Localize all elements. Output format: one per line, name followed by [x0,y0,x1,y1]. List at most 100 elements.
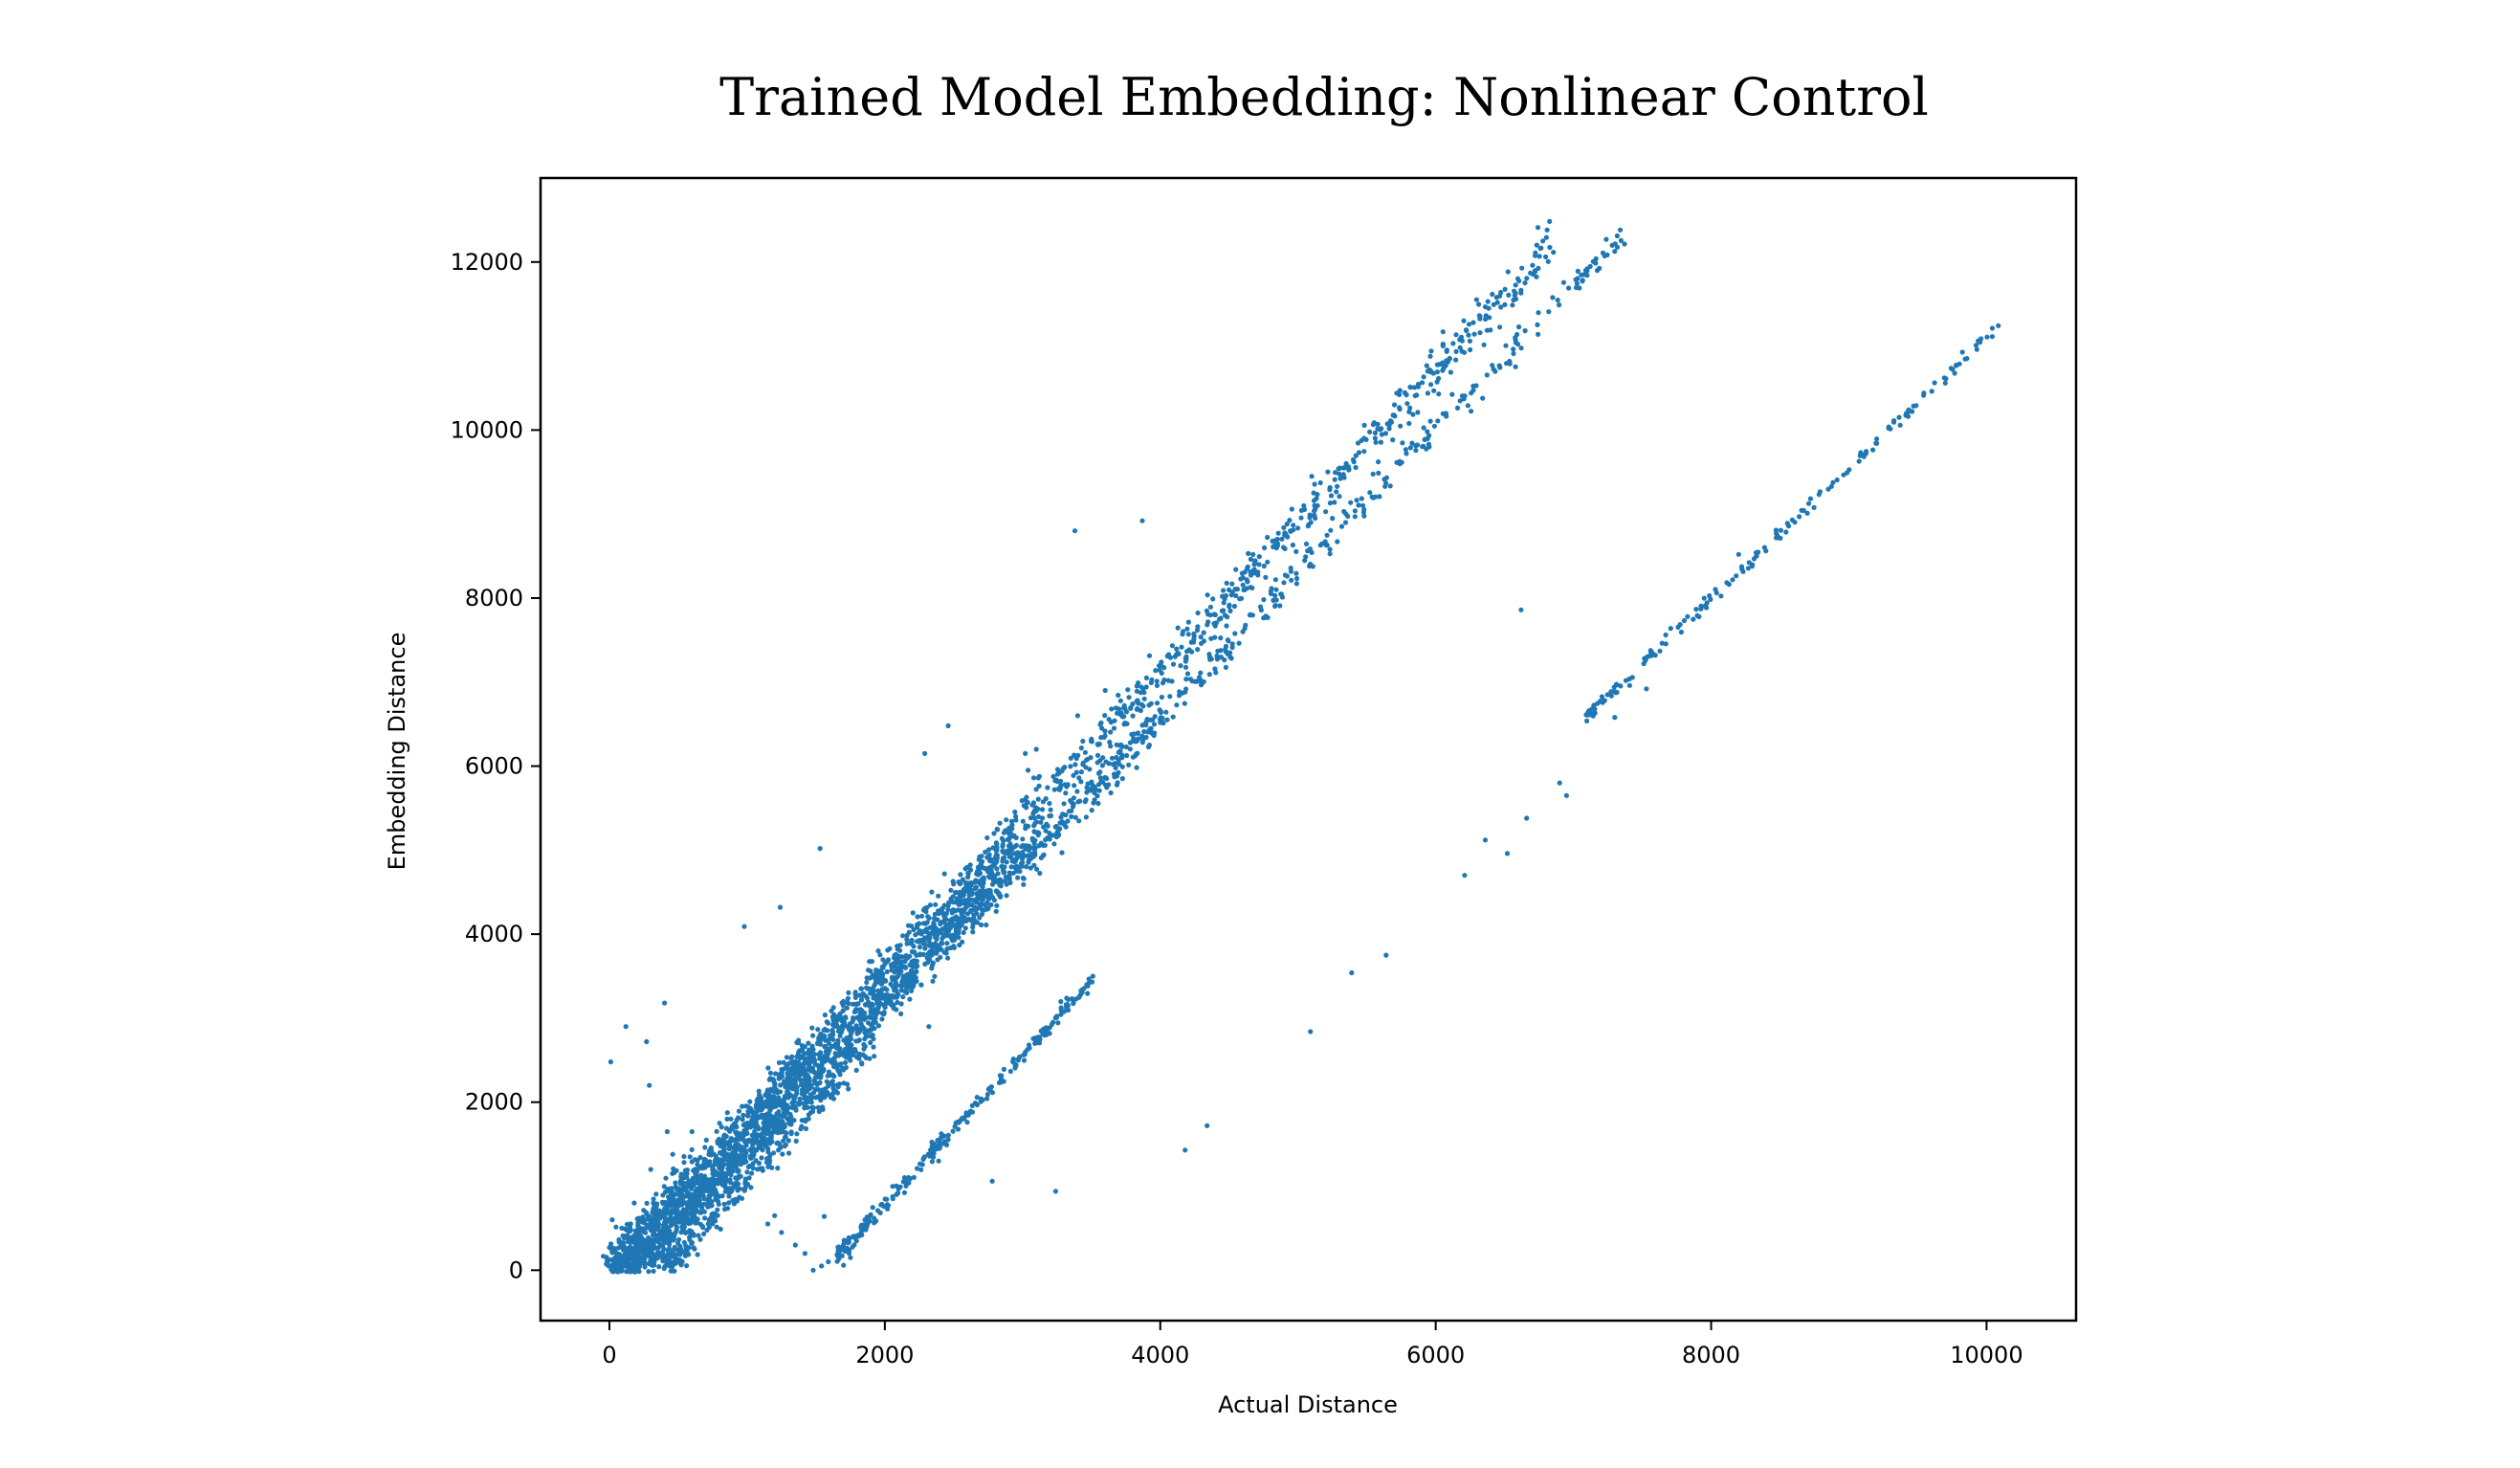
data-point-4371 [648,1167,653,1172]
data-point-769 [1072,783,1077,789]
data-point-3806 [722,1206,728,1212]
data-point-4368 [689,1128,695,1135]
data-point-607 [1198,634,1204,640]
data-point-4125 [902,1179,909,1185]
data-point-601 [1246,550,1251,557]
data-point-2499 [1335,539,1340,545]
data-point-3801 [871,1044,876,1050]
data-point-680 [1107,739,1113,745]
data-point-4091 [978,1096,984,1101]
data-point-2755 [1282,572,1288,578]
data-point-1034 [1080,738,1086,745]
data-point-941 [1261,563,1267,569]
data-point-3390 [953,914,959,920]
data-point-3805 [691,1232,696,1237]
data-point-2467 [1223,643,1229,649]
data-point-456 [936,893,941,899]
data-point-68 [1398,423,1404,429]
data-point-3491 [962,915,967,921]
data-point-3520 [952,923,958,928]
data-point-2289 [862,1002,869,1008]
data-point-4035 [1032,1040,1038,1046]
data-point-635 [1373,439,1379,445]
data-point-1562 [852,991,858,997]
data-point-1962 [673,1180,678,1186]
data-point-4105 [1036,1040,1043,1046]
data-point-376 [1170,661,1177,667]
data-point-3151 [1031,829,1038,835]
data-point-414 [1543,254,1549,259]
data-point-3779 [685,1219,691,1226]
data-point-2947 [1232,631,1238,636]
data-point-984 [779,1069,785,1076]
data-point-4193 [1623,678,1629,683]
data-point-576 [1008,818,1015,824]
data-point-2328 [994,826,1000,833]
data-point-2564 [895,990,900,996]
data-point-3376 [1023,853,1028,858]
data-point-1908 [753,1111,759,1117]
data-point-3983 [850,1244,855,1250]
data-point-770 [1109,706,1115,712]
data-point-2331 [829,1014,836,1020]
data-point-48 [1498,304,1504,310]
data-point-2357 [650,1210,655,1215]
data-point-4132 [835,1248,841,1254]
data-point-3592 [1021,876,1027,881]
data-point-4358 [848,1255,853,1260]
data-point-1615 [953,890,959,896]
data-point-1929 [877,952,883,958]
data-point-3005 [956,930,962,936]
data-point-2590 [1229,641,1235,647]
data-point-2403 [684,1184,690,1190]
data-point-475 [1035,813,1042,820]
data-point-4093 [1061,1009,1067,1014]
data-point-1986 [669,1208,674,1213]
data-point-2954 [1573,284,1580,291]
data-point-1019 [1305,523,1311,529]
data-point-2399 [606,1257,611,1263]
data-point-1071 [1245,579,1250,585]
data-point-60 [1078,745,1084,751]
data-point-3948 [965,1112,971,1118]
data-point-2951 [1490,363,1495,368]
data-point-3553 [1148,725,1154,731]
data-point-2137 [789,1086,795,1092]
data-point-4100 [839,1253,845,1258]
data-point-3529 [804,1088,810,1095]
data-point-274 [1290,542,1295,548]
data-point-2675 [1367,490,1373,496]
data-point-2609 [1281,580,1287,586]
data-point-4356 [826,1258,831,1265]
data-point-1185 [821,1033,828,1038]
data-point-780 [1522,280,1528,286]
data-point-3862 [803,1119,808,1124]
data-point-3528 [728,1180,734,1186]
data-point-3554 [647,1254,652,1259]
data-point-2092 [749,1120,755,1125]
data-point-3986 [901,1190,908,1195]
data-point-1899 [672,1169,677,1175]
data-point-360 [1169,643,1175,649]
data-point-2683 [652,1233,658,1238]
data-point-3324 [951,944,957,949]
data-point-2310 [825,1028,830,1034]
data-point-445 [904,941,910,946]
data-point-1722 [905,923,912,928]
data-point-105 [1390,437,1396,443]
data-point-4348 [1391,402,1398,408]
data-point-917 [1256,554,1262,560]
data-point-4163 [1913,403,1919,409]
data-point-2828 [1008,864,1014,870]
data-point-2820 [1593,256,1599,261]
data-point-417 [932,911,938,917]
data-point-3095 [875,1005,881,1011]
data-point-2671 [1560,279,1566,285]
data-point-2597 [875,992,881,998]
data-point-3630 [718,1226,723,1232]
data-point-1523 [840,1008,847,1013]
data-point-3422 [768,1135,774,1141]
data-point-4222 [1870,447,1876,453]
data-point-3758 [803,1125,809,1131]
data-point-2380 [770,1094,776,1100]
